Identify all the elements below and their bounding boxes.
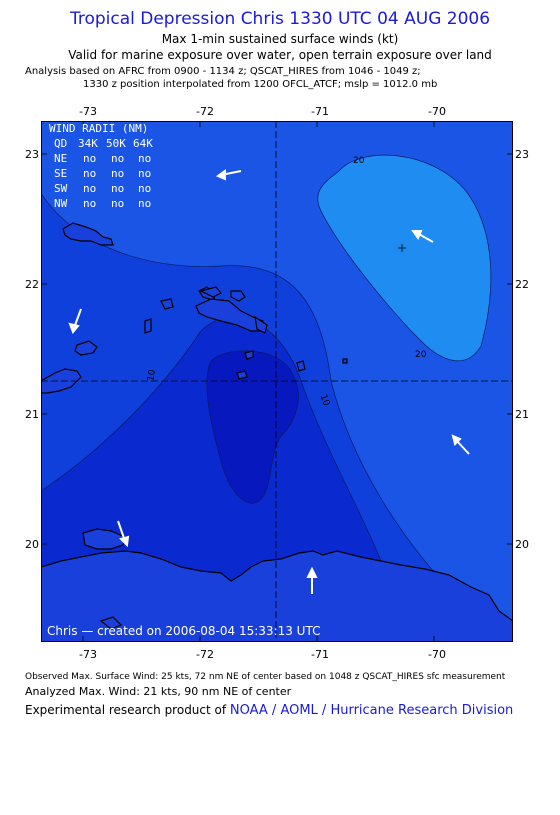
map-frame xyxy=(41,121,513,642)
wind-radii-title: WIND RADII (NM) xyxy=(49,122,148,135)
wind-radii-value: no xyxy=(83,167,96,180)
contour-label: 10 xyxy=(318,393,331,407)
wind-arrow-icon xyxy=(215,169,242,181)
coastline-mainland xyxy=(41,528,513,642)
contour-label: 20 xyxy=(353,156,365,166)
lon-label-top: -70 xyxy=(428,105,446,118)
analysis-sources: Analysis based on AFRC from 0900 - 1134 … xyxy=(25,66,421,77)
wind-radii-value: no xyxy=(83,197,96,210)
wind-radii-quadrant: SW xyxy=(54,182,68,195)
wind-radii-value: no xyxy=(138,197,151,210)
lon-label-top: -72 xyxy=(196,105,214,118)
lat-label-right: 21 xyxy=(515,408,529,421)
lon-label-bottom: -70 xyxy=(428,648,446,661)
wind-band-core xyxy=(206,350,299,504)
wind-radii-value: no xyxy=(111,152,124,165)
contour-line xyxy=(41,192,462,602)
lat-label-right: 22 xyxy=(515,278,529,291)
analysis-position: 1330 z position interpolated from 1200 O… xyxy=(83,79,438,90)
lat-label-right: 23 xyxy=(515,148,529,161)
wind-analysis-map: 20 20 10 10 10 xyxy=(41,121,513,642)
lat-label-left: 22 xyxy=(25,278,39,291)
observed-max-wind: Observed Max. Surface Wind: 25 kts, 72 n… xyxy=(25,672,506,682)
wind-observation-arrows xyxy=(68,169,470,594)
map-title: Tropical Depression Chris 1330 UTC 04 AU… xyxy=(69,9,491,29)
wind-radii-header: 50K xyxy=(106,137,126,150)
wind-radii-quadrant: NW xyxy=(54,197,68,210)
wind-radii-value: no xyxy=(111,197,124,210)
lat-label-left: 20 xyxy=(25,538,39,551)
wind-radii-table: WIND RADII (NM) QD 34K 50K 64K NE no no … xyxy=(49,122,153,210)
product-credit: Experimental research product of NOAA / … xyxy=(25,703,513,718)
lat-label-left: 23 xyxy=(25,148,39,161)
wind-radii-value: no xyxy=(83,152,96,165)
wind-radii-quadrant: SE xyxy=(54,167,67,180)
wind-arrow-icon xyxy=(451,434,470,455)
wind-arrow-icon xyxy=(411,230,434,243)
contour-line xyxy=(206,350,299,504)
wind-radii-header: 34K xyxy=(78,137,98,150)
wind-radii-value: no xyxy=(138,167,151,180)
wind-arrow-icon xyxy=(68,308,82,334)
lon-label-top: -73 xyxy=(79,105,97,118)
contour-line xyxy=(317,154,492,362)
lat-label-left: 21 xyxy=(25,408,39,421)
lat-label-right: 20 xyxy=(515,538,529,551)
wind-radii-header: QD xyxy=(54,137,67,150)
lon-label-bottom: -72 xyxy=(196,648,214,661)
wind-radii-quadrant: NE xyxy=(54,152,67,165)
hrd-link[interactable]: NOAA / AOML / Hurricane Research Divisio… xyxy=(229,703,514,718)
lon-label-top: -71 xyxy=(311,105,329,118)
lon-label-bottom: -73 xyxy=(79,648,97,661)
map-subtitle-exposure: Valid for marine exposure over water, op… xyxy=(68,48,492,62)
contour-label: 20 xyxy=(415,350,427,360)
wind-band-high xyxy=(317,155,491,361)
storm-center-marker xyxy=(398,244,406,252)
product-credit-prefix: Experimental research product of xyxy=(25,703,230,717)
analyzed-max-wind: Analyzed Max. Wind: 21 kts, 90 nm NE of … xyxy=(25,685,292,698)
wind-arrow-icon xyxy=(117,520,130,548)
map-credit: Chris — created on 2006-08-04 15:33:13 U… xyxy=(47,624,320,638)
coastline-islands xyxy=(41,222,348,394)
wind-arrow-icon xyxy=(306,566,318,594)
lon-label-bottom: -71 xyxy=(311,648,329,661)
wind-radii-value: no xyxy=(138,182,151,195)
map-subtitle-winds: Max 1-min sustained surface winds (kt) xyxy=(161,32,399,46)
wind-radii-value: no xyxy=(111,167,124,180)
contour-label: 10 xyxy=(146,369,158,382)
wind-radii-value: no xyxy=(138,152,151,165)
wind-radii-value: no xyxy=(83,182,96,195)
wind-radii-header: 64K xyxy=(133,137,153,150)
wind-radii-value: no xyxy=(111,182,124,195)
